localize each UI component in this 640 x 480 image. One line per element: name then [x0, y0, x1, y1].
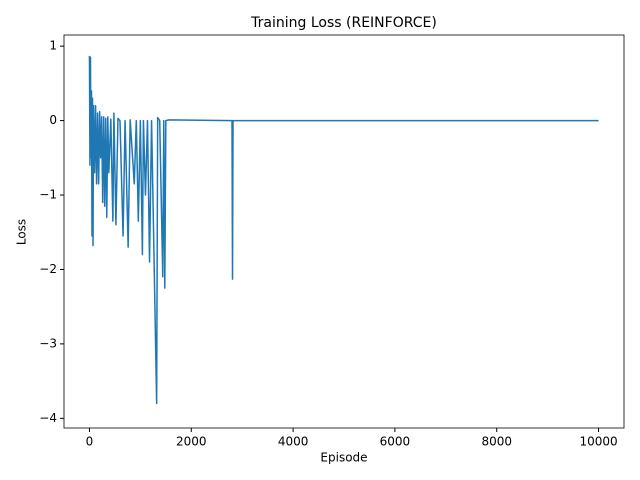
x-tick-label: 2000 — [176, 435, 207, 449]
y-tick-label: −3 — [39, 336, 57, 350]
y-tick-label: −1 — [39, 188, 57, 202]
x-tick-label: 10000 — [579, 435, 617, 449]
x-axis-label: Episode — [320, 451, 367, 465]
line-series — [88, 55, 599, 405]
x-tick-label: 0 — [86, 435, 94, 449]
plot-frame — [63, 34, 625, 429]
y-tick-label: −2 — [39, 262, 57, 276]
x-tick-label: 6000 — [380, 435, 411, 449]
y-tick-label: −4 — [39, 411, 57, 425]
x-tick-label: 4000 — [278, 435, 309, 449]
chart-title: Training Loss (REINFORCE) — [250, 15, 437, 31]
y-axis-label: Loss — [15, 219, 29, 245]
x-tick-label: 8000 — [481, 435, 512, 449]
y-tick-label: 0 — [49, 113, 57, 127]
y-tick-label: 1 — [49, 39, 57, 53]
